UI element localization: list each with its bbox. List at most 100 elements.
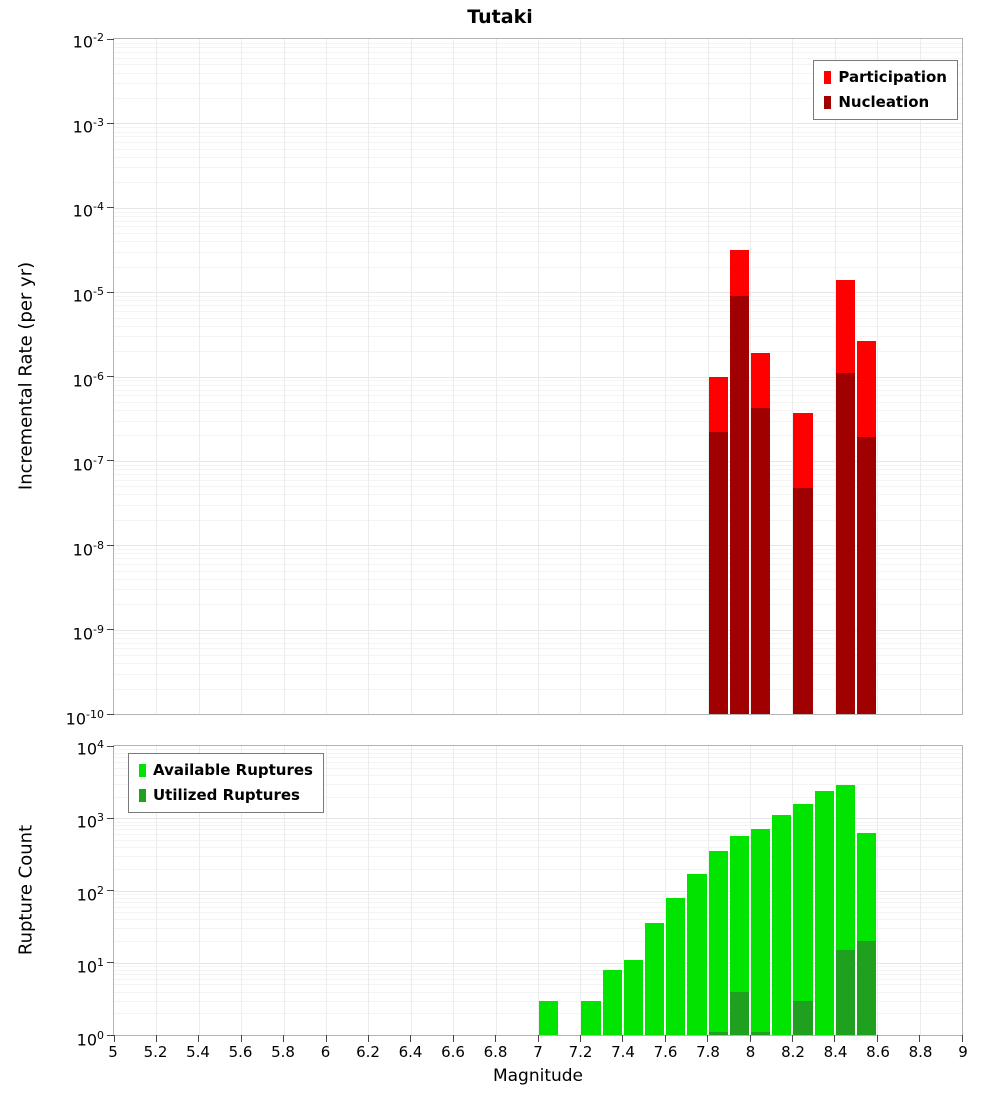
- y-tick-label: 10-2: [72, 31, 104, 52]
- participation-label: Participation: [838, 68, 947, 86]
- utilized-ruptures-label: Utilized Ruptures: [153, 786, 300, 804]
- available-ruptures-swatch-icon: [139, 764, 146, 777]
- bar-utilized-ruptures: [857, 941, 877, 1035]
- legend-item-utilized-ruptures: Utilized Ruptures: [139, 783, 313, 808]
- bar-available-ruptures: [645, 923, 665, 1035]
- gridline-vertical: [538, 746, 539, 1035]
- y-tick-label: 100: [76, 1029, 104, 1050]
- bar-available-ruptures: [666, 897, 686, 1035]
- legend-item-nucleation: Nucleation: [824, 90, 947, 115]
- x-tick-label: 8.2: [781, 1043, 805, 1061]
- count-plot-area: [107, 745, 963, 1042]
- x-axis-tick: [113, 1035, 115, 1042]
- x-axis-tick: [410, 1035, 412, 1042]
- x-tick-label: 7.6: [653, 1043, 678, 1061]
- gridline-vertical: [453, 746, 455, 1035]
- x-tick-label: 6.4: [398, 1043, 423, 1061]
- gridline-vertical: [750, 39, 751, 714]
- y-axis-tick: [107, 890, 114, 891]
- gridline-vertical: [622, 746, 624, 1035]
- gridline-vertical: [792, 39, 794, 714]
- gridline-vertical: [622, 39, 624, 714]
- x-tick-label: 6.6: [441, 1043, 465, 1061]
- bar-available-ruptures: [539, 1000, 559, 1035]
- x-axis-tick: [876, 1035, 878, 1042]
- bar-available-ruptures: [708, 851, 728, 1035]
- y-axis-tick: [107, 38, 114, 40]
- participation-swatch-icon: [824, 71, 832, 84]
- bar-available-ruptures: [602, 969, 622, 1035]
- bar-utilized-ruptures: [835, 950, 855, 1035]
- gridline-vertical: [877, 746, 879, 1035]
- y-tick-label: 10-7: [72, 454, 104, 475]
- x-axis-tick: [961, 1035, 963, 1042]
- y-tick-label: 102: [76, 883, 104, 904]
- x-axis-tick: [834, 1035, 836, 1042]
- legend-rate-panel: Participation Nucleation: [813, 60, 958, 120]
- x-tick-label: 7.4: [611, 1043, 635, 1061]
- x-axis-tick: [749, 1035, 751, 1042]
- y-tick-label: 10-6: [72, 369, 104, 390]
- gridline-vertical: [538, 39, 539, 714]
- bar-nucleation: [857, 437, 877, 714]
- gridline-vertical: [919, 39, 921, 714]
- gridline-vertical: [750, 746, 751, 1035]
- gridline-vertical: [495, 746, 497, 1035]
- x-axis-tick: [622, 1035, 624, 1042]
- y-axis-tick: [107, 460, 114, 462]
- y-axis-tick: [107, 122, 114, 124]
- y-axis-tick: [107, 291, 114, 293]
- gridline-vertical: [156, 746, 158, 1035]
- y-tick-label: 10-8: [72, 538, 104, 560]
- gridline-vertical: [919, 746, 921, 1035]
- x-axis-tick: [537, 1035, 539, 1042]
- y-tick-label: 10-4: [72, 200, 104, 221]
- y-tick-label: 10-3: [72, 115, 104, 136]
- x-tick-label: 8.6: [866, 1043, 890, 1061]
- x-axis-tick: [367, 1035, 369, 1042]
- x-axis-tick: [791, 1035, 793, 1042]
- y-tick-label: 101: [76, 956, 104, 977]
- x-axis-tick: [919, 1035, 921, 1042]
- x-axis-tick: [707, 1035, 709, 1042]
- gridline-vertical: [707, 39, 709, 714]
- bar-available-ruptures: [581, 1000, 601, 1035]
- x-tick-label: 5.2: [143, 1043, 168, 1061]
- y-axis-tick: [107, 544, 114, 546]
- x-tick-label: 5: [108, 1043, 118, 1061]
- gridline-vertical: [580, 39, 582, 714]
- x-axis-tick: [283, 1035, 285, 1042]
- x-tick-label: 6: [320, 1043, 331, 1061]
- bar-nucleation: [835, 373, 855, 714]
- bar-nucleation: [793, 487, 813, 714]
- gridline-vertical: [283, 39, 285, 714]
- gridline-vertical: [156, 39, 158, 714]
- x-axis-tick: [452, 1035, 454, 1042]
- bar-available-ruptures: [729, 836, 749, 1035]
- x-tick-label: 5.4: [186, 1043, 210, 1061]
- y-tick-label: 103: [76, 810, 104, 832]
- gridline-vertical: [368, 746, 370, 1035]
- available-ruptures-label: Available Ruptures: [153, 761, 313, 779]
- x-tick-label: 8.8: [908, 1043, 933, 1061]
- gridline-vertical: [495, 39, 497, 714]
- gridline-vertical: [453, 39, 455, 714]
- gridline-vertical: [792, 746, 794, 1035]
- x-tick-label: 5.6: [228, 1043, 253, 1061]
- x-tick-label: 7.8: [696, 1043, 720, 1061]
- y-tick-label: 104: [76, 738, 104, 759]
- gridline-vertical: [198, 39, 200, 714]
- bar-available-ruptures: [793, 803, 813, 1035]
- x-axis-tick: [198, 1035, 200, 1042]
- gridline-vertical: [834, 39, 836, 714]
- bar-available-ruptures: [772, 815, 792, 1035]
- x-tick-label: 5.8: [271, 1043, 295, 1061]
- legend-count-panel: Available Ruptures Utilized Ruptures: [128, 753, 324, 813]
- bar-available-ruptures: [751, 828, 771, 1035]
- bar-utilized-ruptures: [729, 991, 749, 1035]
- x-tick-label: 7.2: [568, 1043, 593, 1061]
- y-axis-tick: [107, 745, 114, 747]
- bar-utilized-ruptures: [793, 1000, 813, 1035]
- x-tick-label: 9: [958, 1043, 968, 1061]
